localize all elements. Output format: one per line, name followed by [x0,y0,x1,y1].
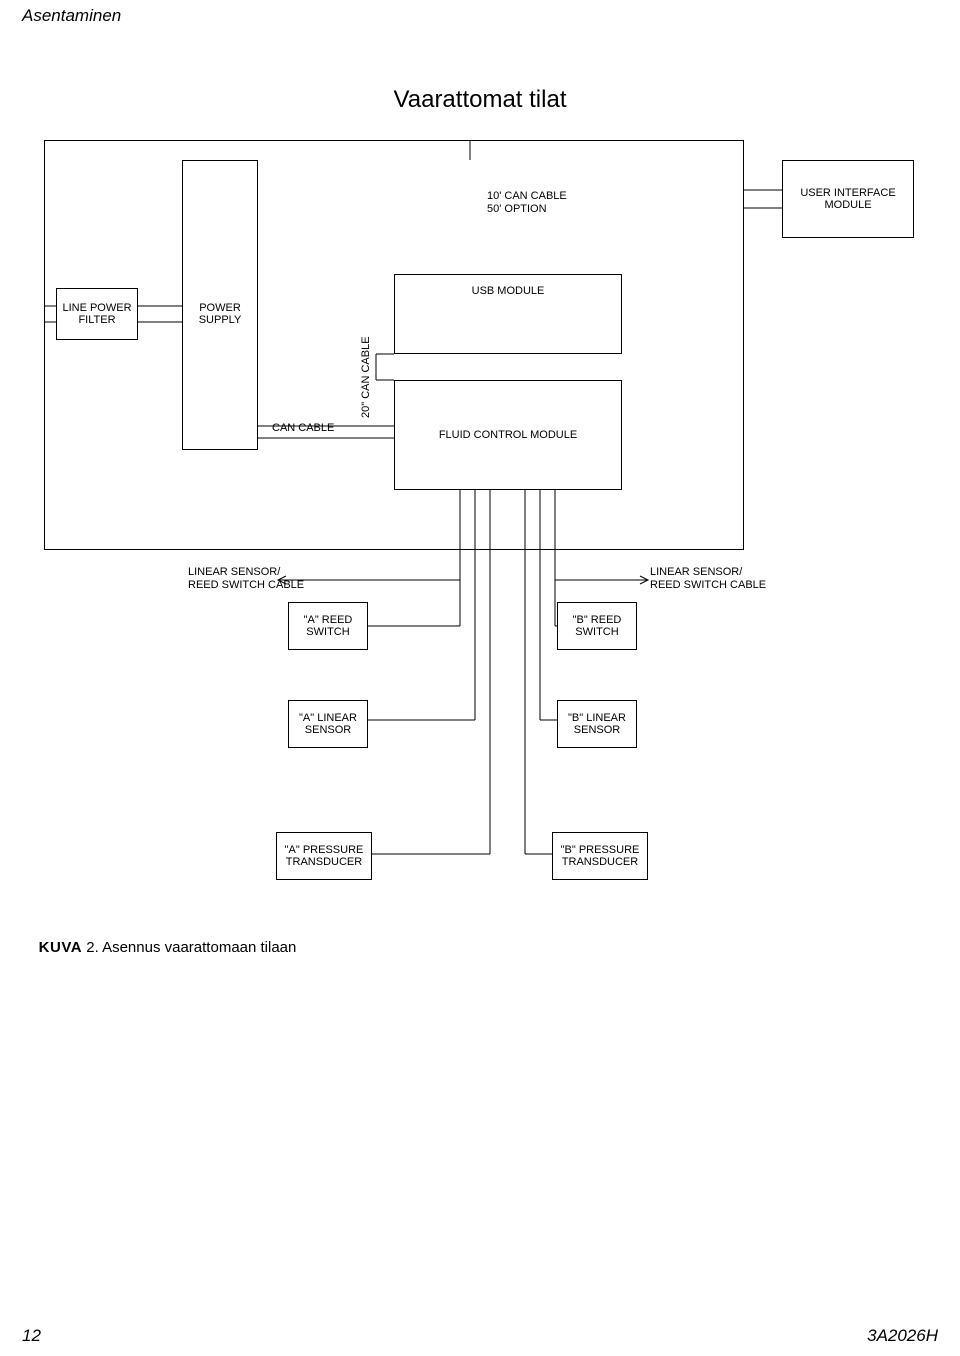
a-pressure-transducer-box: "A" PRESSURE TRANSDUCER [276,832,372,880]
footer-page-number: 12 [22,1326,41,1346]
usb-module-box: USB MODULE [394,274,622,354]
b-linear-sensor-box: "B" LINEAR SENSOR [557,700,637,748]
a-linear-sensor-box: "A" LINEAR SENSOR [288,700,368,748]
user-interface-module-box: USER INTERFACE MODULE [782,160,914,238]
b-reed-switch-box: "B" REED SWITCH [557,602,637,650]
line-power-filter-box: LINE POWER FILTER [56,288,138,340]
linear-sensor-right-label: LINEAR SENSOR/ REED SWITCH CABLE [650,566,766,592]
a-reed-switch-box: "A" REED SWITCH [288,602,368,650]
page: Asentaminen Vaarattomat tilat USER INTER… [0,0,960,1356]
fluid-control-module-box: FLUID CONTROL MODULE [394,380,622,490]
can-cable-mid-label: CAN CABLE [272,422,334,434]
b-pressure-transducer-box: "B" PRESSURE TRANSDUCER [552,832,648,880]
linear-sensor-left-label: LINEAR SENSOR/ REED SWITCH CABLE [188,566,304,592]
figure-caption: KUVA 2. Asennus vaarattomaan tilaan [22,922,296,973]
footer-doc-id: 3A2026H [867,1326,938,1346]
diagram-title: Vaarattomat tilat [0,86,960,114]
power-supply-box: POWER SUPPLY [192,290,248,338]
can-cable-20-label: 20" CAN CABLE [360,336,372,418]
can-cable-top-label: 10' CAN CABLE 50' OPTION [487,190,567,216]
caption-prefix: KUVA [39,939,82,956]
page-header: Asentaminen [22,6,121,26]
caption-text: 2. Asennus vaarattomaan tilaan [82,939,296,956]
